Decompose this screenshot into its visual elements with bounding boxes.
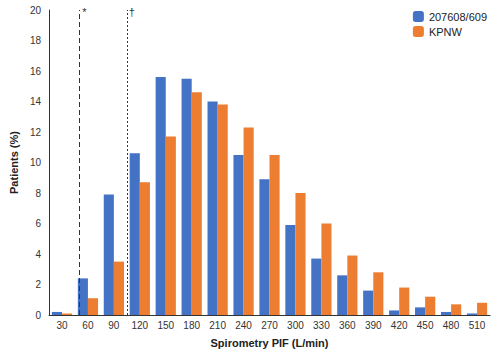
svg-text:KPNW: KPNW [429,26,463,38]
svg-text:240: 240 [235,320,252,331]
svg-text:420: 420 [391,320,408,331]
svg-text:60: 60 [82,320,94,331]
svg-text:16: 16 [30,66,42,77]
svg-text:*: * [82,6,87,18]
svg-text:†: † [129,6,135,18]
svg-text:120: 120 [131,320,148,331]
svg-text:450: 450 [417,320,434,331]
svg-text:207608/609: 207608/609 [429,11,487,23]
svg-text:Spirometry PIF (L/min): Spirometry PIF (L/min) [211,337,329,349]
svg-text:2: 2 [35,279,41,290]
svg-text:330: 330 [313,320,330,331]
svg-text:8: 8 [35,188,41,199]
svg-text:300: 300 [287,320,304,331]
svg-text:20: 20 [30,5,42,16]
svg-text:210: 210 [209,320,226,331]
svg-text:150: 150 [157,320,174,331]
svg-text:14: 14 [30,96,42,107]
svg-text:180: 180 [183,320,200,331]
svg-text:Patients (%): Patients (%) [8,131,20,194]
svg-text:510: 510 [469,320,486,331]
svg-text:10: 10 [30,157,42,168]
svg-text:270: 270 [261,320,278,331]
svg-text:6: 6 [35,218,41,229]
svg-text:0: 0 [35,310,41,321]
svg-text:18: 18 [30,35,42,46]
svg-text:90: 90 [108,320,120,331]
svg-text:12: 12 [30,127,42,138]
svg-text:480: 480 [443,320,460,331]
svg-text:4: 4 [35,249,41,260]
svg-text:30: 30 [56,320,68,331]
svg-text:360: 360 [339,320,356,331]
svg-text:390: 390 [365,320,382,331]
